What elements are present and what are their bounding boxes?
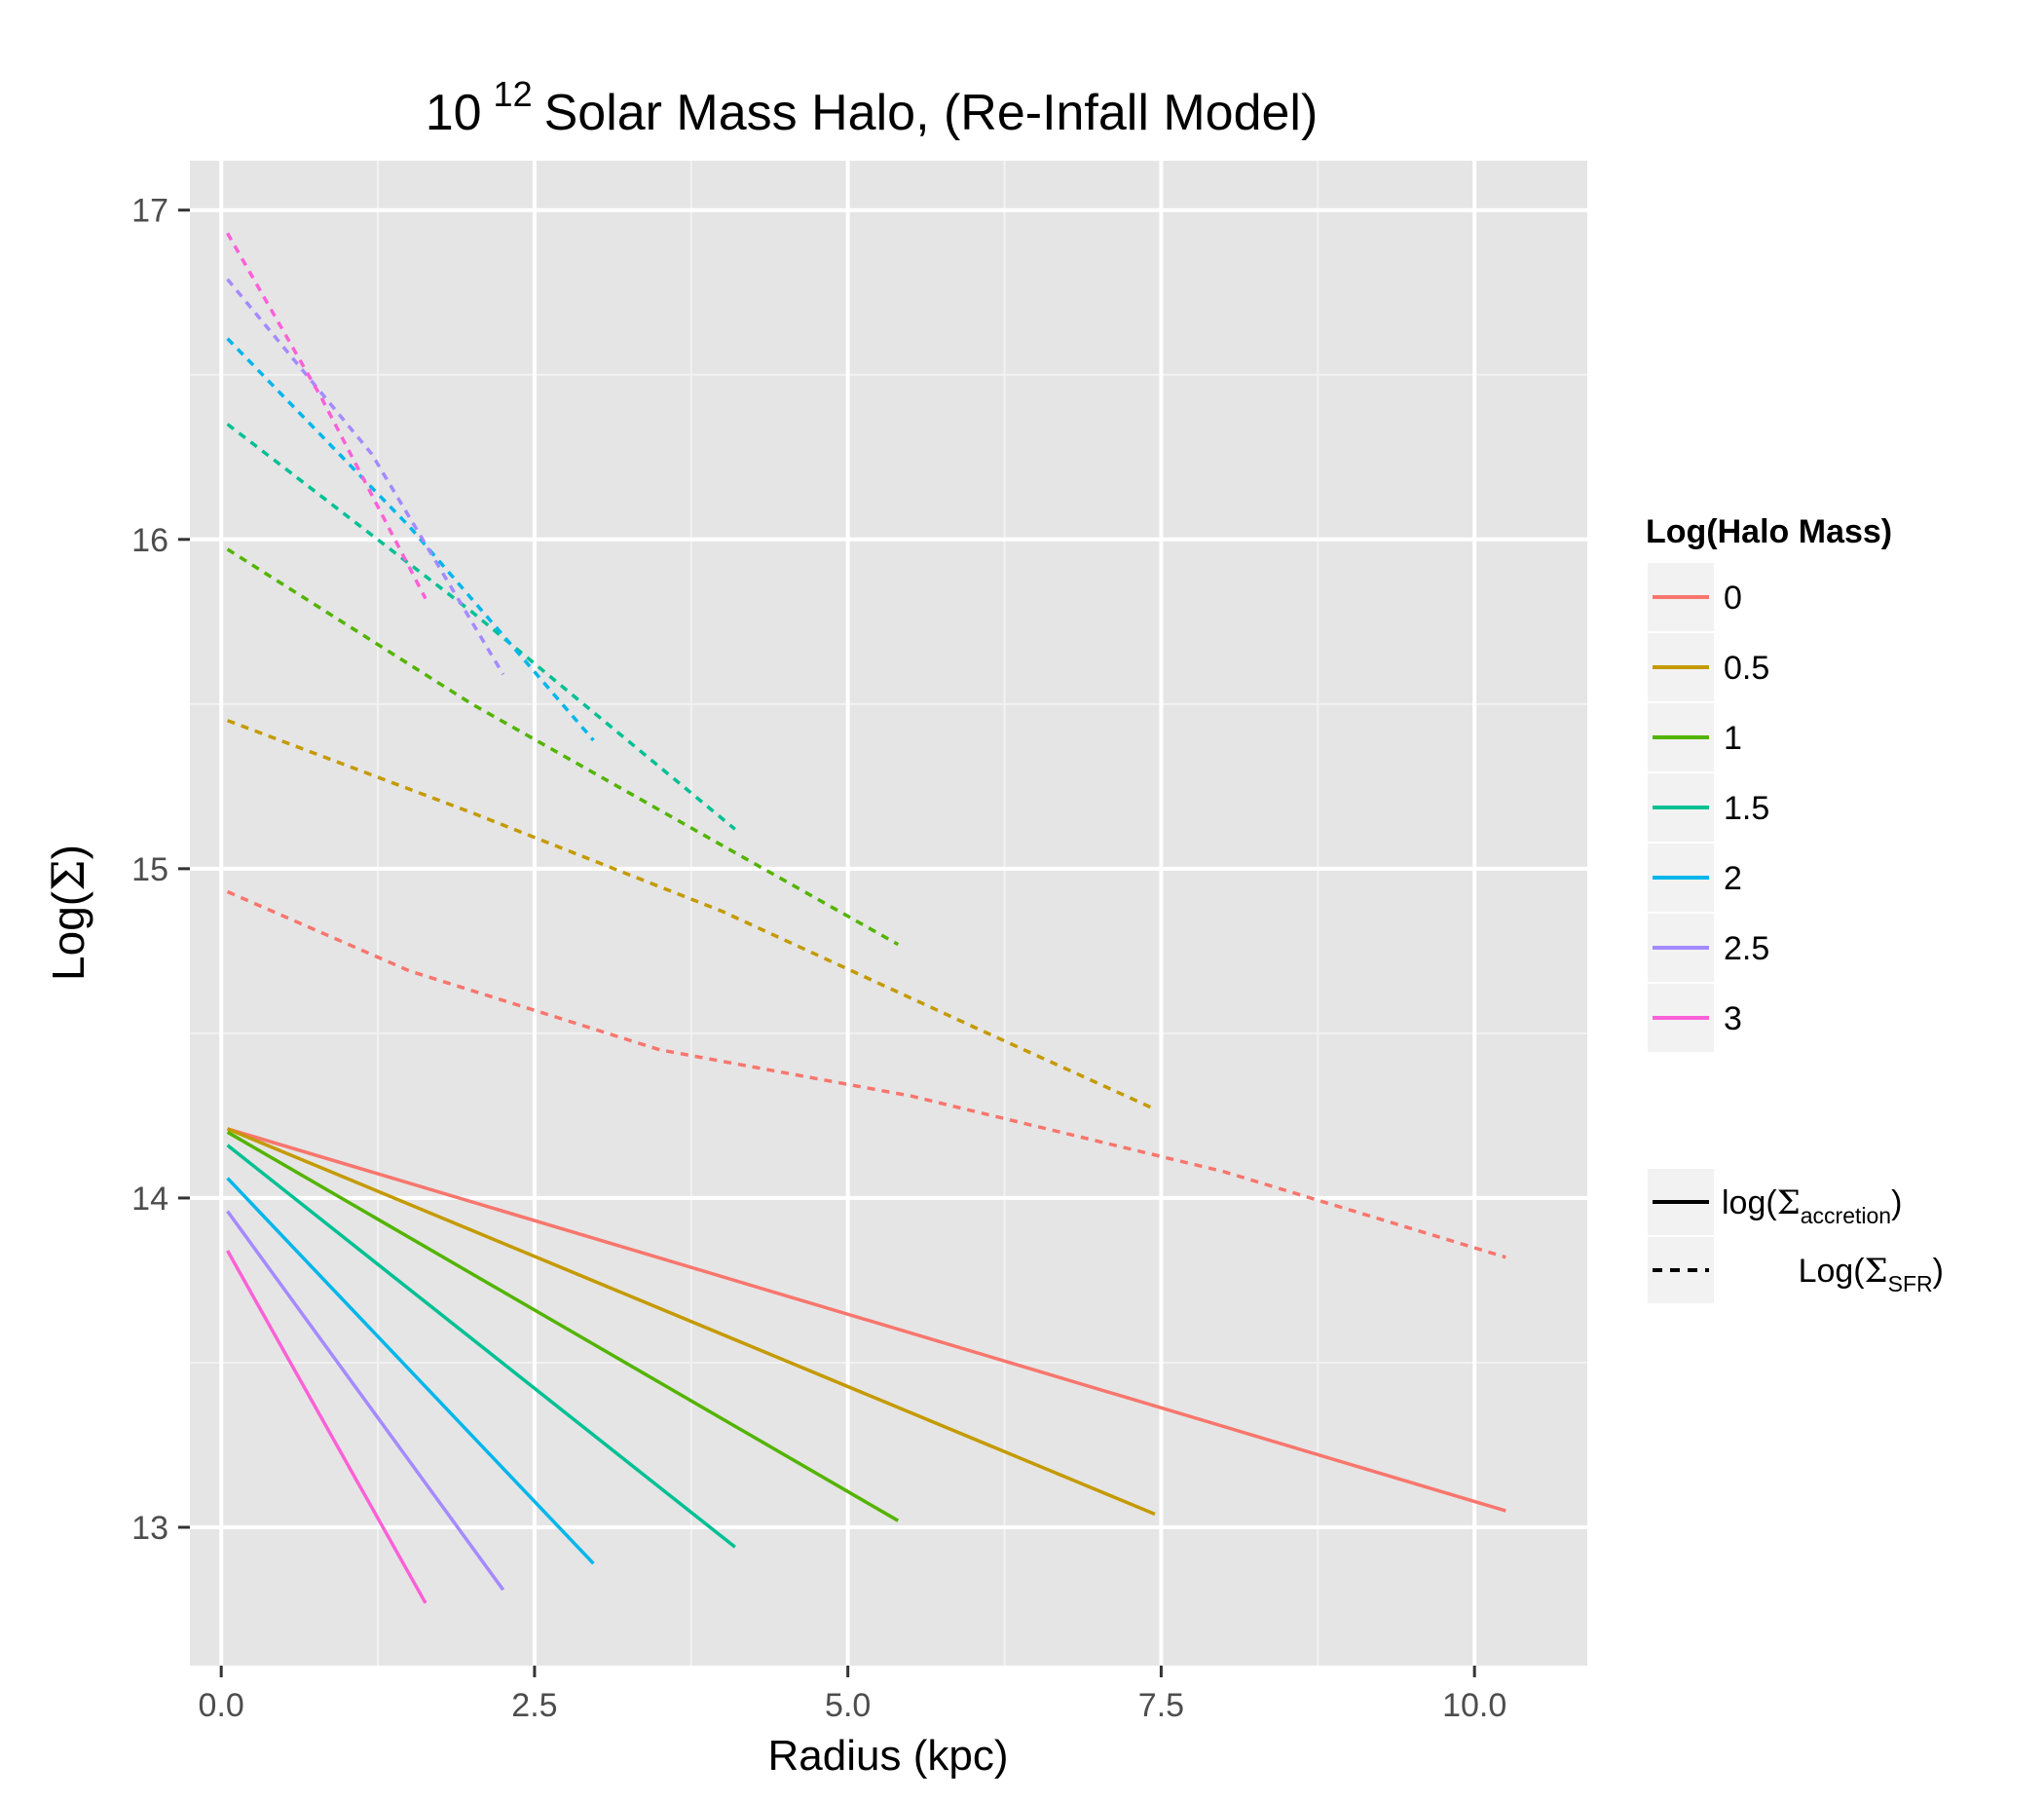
y-tick-label: 17 <box>131 193 168 230</box>
title-rest: Solar Mass Halo, (Re-Infall Model) <box>544 85 1319 141</box>
legend-sfr-symbol: Σ <box>1865 1252 1888 1291</box>
x-tick-label: 10.0 <box>1442 1687 1506 1724</box>
series-line-solid-3 <box>226 1250 427 1604</box>
legend-label-accretion: log(Σaccretion) <box>1722 1183 1902 1228</box>
legend-label: 3 <box>1724 1000 1742 1037</box>
legend-title: Log(Halo Mass) <box>1646 513 1892 550</box>
series-line-dashed-2-5 <box>226 278 505 676</box>
title-superscript: 12 <box>494 74 533 114</box>
legend-label: 1 <box>1724 720 1742 757</box>
series-line-solid-1 <box>226 1130 900 1522</box>
legend-accretion-symbol: Σ <box>1777 1183 1801 1222</box>
series-line-solid-0-5 <box>226 1127 1156 1517</box>
series-line-dashed-3 <box>226 232 427 600</box>
y-tick-label: 16 <box>131 522 168 559</box>
x-axis-label: Radius (kpc) <box>768 1732 1009 1780</box>
series-line-dashed-0-5 <box>226 719 1156 1111</box>
grid-minor <box>190 161 1587 1666</box>
series-line-solid-1-5 <box>226 1144 736 1549</box>
x-tick-label: 5.0 <box>825 1687 871 1724</box>
x-tick-label: 7.5 <box>1138 1687 1184 1724</box>
legend-label: 0.5 <box>1724 650 1769 687</box>
x-axis: 0.0 2.5 5.0 7.5 10.0 <box>199 1666 1506 1724</box>
legend-label: 1.5 <box>1724 790 1769 827</box>
legend-sfr-base: Log( <box>1799 1253 1866 1290</box>
legend-label-sfr: Log(ΣSFR) <box>1799 1252 1944 1296</box>
title-prefix: 10 <box>426 85 482 141</box>
plot-panel <box>190 161 1587 1666</box>
legend-label: 0 <box>1724 580 1742 617</box>
legend-linetypes: log(Σaccretion) Log(ΣSFR) <box>1648 1169 1944 1303</box>
series-line-solid-2-5 <box>226 1210 505 1592</box>
y-tick-label: 14 <box>131 1181 168 1218</box>
series-line-dashed-0 <box>226 889 1506 1259</box>
legend-accretion-close: ) <box>1891 1184 1902 1221</box>
y-tick-label: 15 <box>131 851 168 888</box>
y-axis-label: Log(Σ) <box>42 844 94 981</box>
legend-label: 2 <box>1724 860 1742 897</box>
x-tick-label: 2.5 <box>511 1687 557 1724</box>
series-line-solid-2 <box>226 1177 595 1565</box>
series-line-solid-0 <box>227 1127 1506 1513</box>
series-line-dashed-1 <box>226 547 900 947</box>
series-layer <box>226 232 1506 1604</box>
legend-sfr-close: ) <box>1933 1253 1944 1290</box>
y-axis: 13 14 15 16 17 <box>131 193 190 1547</box>
legend-label: 2.5 <box>1724 930 1769 967</box>
series-line-dashed-1-5 <box>226 423 736 831</box>
y-tick-label: 13 <box>131 1510 168 1547</box>
y-axis-label-prefix: Log( <box>43 890 93 981</box>
legend-accretion-base: log( <box>1722 1184 1777 1221</box>
legend-sfr-sub: SFR <box>1888 1271 1933 1296</box>
chart-title: 10 12 Solar Mass Halo, (Re-Infall Model) <box>426 74 1319 141</box>
legend-colors: 0 0.5 1 1.5 2 2.5 3 <box>1648 563 1769 1052</box>
y-axis-label-symbol: Σ <box>42 859 94 891</box>
grid-major <box>190 161 1587 1666</box>
y-axis-label-suffix: ) <box>43 844 93 859</box>
x-tick-label: 0.0 <box>199 1687 244 1724</box>
legend-accretion-sub: accretion <box>1801 1203 1891 1228</box>
